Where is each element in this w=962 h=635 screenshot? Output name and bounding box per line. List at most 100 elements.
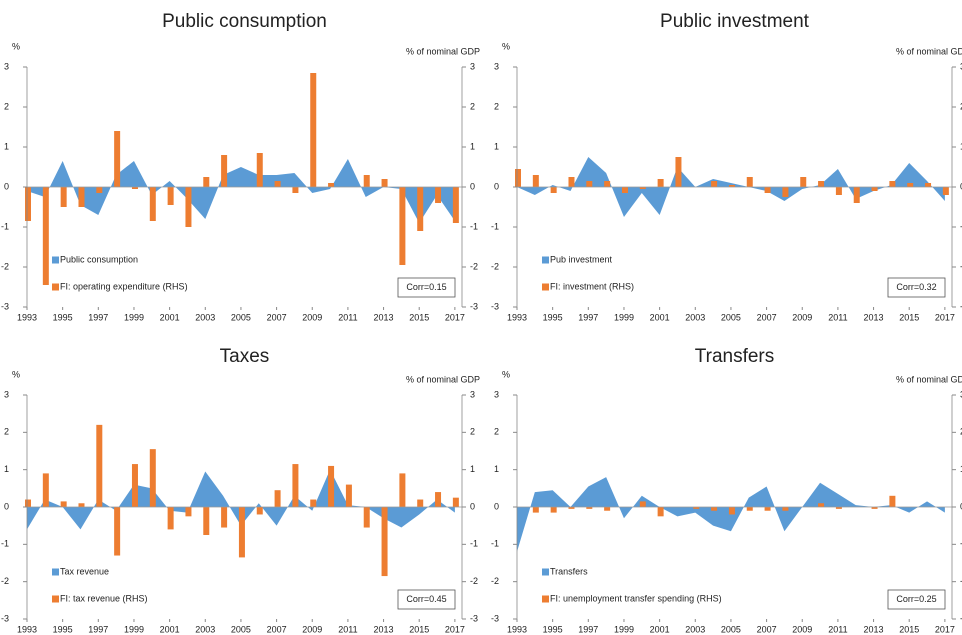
bar — [185, 187, 192, 227]
x-tick-label: 2005 — [721, 312, 741, 322]
x-tick-label: 2003 — [685, 312, 705, 322]
y-tick-label: 3 — [494, 61, 499, 71]
bar — [60, 501, 67, 507]
bar — [435, 187, 442, 203]
x-tick-label: 2007 — [267, 312, 287, 322]
bar — [328, 183, 335, 187]
y-tick-label: 3 — [4, 389, 9, 399]
bar — [711, 507, 718, 511]
bar — [310, 73, 317, 187]
bar — [568, 177, 575, 187]
y-tick-label: 1 — [4, 141, 9, 151]
x-tick-label: 2001 — [160, 312, 180, 322]
y2-tick-label: -1 — [470, 539, 478, 549]
y-tick-label: 2 — [494, 101, 499, 111]
bar — [532, 507, 539, 513]
x-tick-label: 1997 — [578, 624, 598, 634]
bar — [907, 183, 914, 187]
y-tick-label: -3 — [1, 613, 9, 623]
bar — [621, 187, 628, 193]
y2-tick-label: -2 — [960, 261, 962, 271]
bar — [782, 187, 789, 197]
x-tick-label: 1999 — [124, 312, 144, 322]
x-tick-label: 2015 — [899, 312, 919, 322]
bar — [149, 187, 156, 221]
y-tick-label: 2 — [494, 427, 499, 437]
bar — [675, 157, 682, 187]
bar — [274, 490, 281, 507]
annotation: Corr=0.45 — [406, 594, 446, 604]
bar — [942, 187, 949, 195]
bar — [728, 507, 735, 515]
y-axis-label: % — [502, 41, 510, 51]
bar — [818, 503, 825, 507]
bar — [131, 187, 138, 189]
x-tick-label: 1997 — [88, 312, 108, 322]
bar — [728, 185, 735, 187]
bar — [114, 507, 121, 556]
x-tick-label: 2003 — [195, 312, 215, 322]
y2-tick-label: 0 — [470, 181, 475, 191]
y2-tick-label: 1 — [960, 141, 962, 151]
x-tick-label: 2007 — [267, 624, 287, 634]
y-axis-label: % — [12, 41, 20, 51]
area — [27, 159, 455, 223]
bar — [167, 507, 174, 530]
legend-swatch — [542, 568, 549, 576]
y2-tick-label: 2 — [470, 101, 475, 111]
legend-swatch — [542, 595, 549, 603]
x-tick-label: 2005 — [231, 312, 251, 322]
x-tick-label: 2017 — [445, 312, 465, 322]
bar — [60, 187, 67, 207]
bar — [746, 177, 753, 187]
bar — [96, 187, 103, 193]
y2-tick-label: 2.0 — [960, 427, 962, 437]
bar — [711, 181, 718, 187]
bar — [345, 484, 352, 507]
y-tick-label: 0 — [4, 501, 9, 511]
y2-tick-label: -3 — [960, 301, 962, 311]
y2-tick-label: -3.0 — [960, 613, 962, 623]
y2-tick-label: -3 — [470, 301, 478, 311]
bar — [889, 181, 896, 187]
y-tick-label: 0 — [494, 501, 499, 511]
bar — [238, 507, 245, 558]
bar — [889, 495, 896, 507]
bar — [78, 503, 85, 507]
legend-swatch — [52, 568, 59, 576]
x-tick-label: 2007 — [757, 624, 777, 634]
bar — [452, 497, 459, 507]
x-tick-label: 1997 — [578, 312, 598, 322]
y2-tick-label: -3 — [470, 613, 478, 623]
y2-axis-label: % of nominal GDP — [406, 46, 480, 56]
x-tick-label: 1993 — [507, 624, 527, 634]
panel: Taxes% % of nominal GDP -3 -2 -1 0 1 2 3 -3 -2 -1 0 1… — [1, 346, 480, 634]
x-tick-label: 2001 — [160, 624, 180, 634]
y-tick-label: 2 — [4, 101, 9, 111]
bar — [221, 507, 228, 528]
y2-tick-label: -2 — [470, 261, 478, 271]
x-tick-label: 2011 — [338, 312, 357, 322]
bar — [78, 187, 85, 207]
x-tick-label: 1995 — [543, 312, 563, 322]
legend-swatch — [52, 595, 59, 603]
bar — [363, 507, 370, 528]
x-tick-label: 1995 — [53, 624, 73, 634]
y2-tick-label: 2 — [960, 101, 962, 111]
bar — [925, 183, 932, 187]
y-axis-label: % — [12, 369, 20, 379]
x-tick-label: 2003 — [685, 624, 705, 634]
bar — [149, 449, 156, 507]
x-tick-label: 1993 — [17, 312, 37, 322]
legend-label: Transfers — [550, 566, 588, 576]
bar — [452, 187, 459, 223]
bar — [363, 175, 370, 187]
bar — [417, 187, 424, 231]
bar — [435, 492, 442, 507]
x-tick-label: 1995 — [53, 312, 73, 322]
x-tick-label: 2009 — [302, 312, 322, 322]
x-tick-label: 2009 — [302, 624, 322, 634]
bar — [657, 179, 664, 187]
bar — [42, 473, 49, 507]
